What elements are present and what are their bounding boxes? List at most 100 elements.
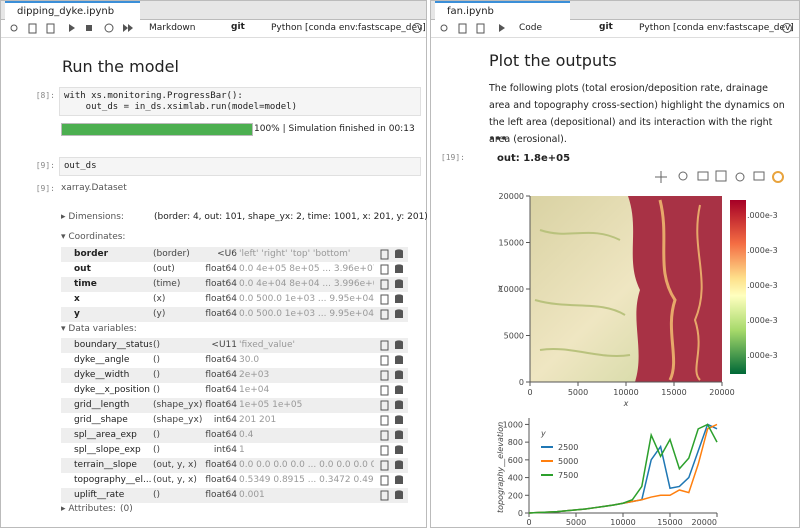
icons[interactable]	[379, 399, 407, 411]
row-icons[interactable]	[379, 474, 407, 486]
heatmap-image	[530, 196, 722, 382]
icons[interactable]	[379, 354, 407, 366]
tab-title[interactable]: fan.ipynb	[447, 6, 494, 17]
variable-row: boundary__status() <U11'fixed_value'	[61, 338, 408, 353]
icons[interactable]	[379, 474, 407, 486]
kernel-name[interactable]: Python [conda env:fastscape_dev]	[271, 23, 426, 33]
name: boundary__status	[74, 340, 152, 350]
icons[interactable]	[379, 263, 407, 275]
git-button[interactable]: git	[231, 22, 245, 32]
section-label[interactable]: ▸ Attributes:	[61, 504, 116, 514]
row-icons[interactable]	[379, 308, 407, 320]
x-tick-label: 15000	[657, 518, 682, 527]
tab[interactable]: dipping_dyke.ipynb	[5, 1, 140, 21]
git-button[interactable]: git	[599, 22, 613, 32]
row-icons[interactable]	[379, 354, 407, 366]
code-cell[interactable]: out_ds	[59, 157, 421, 176]
y-tick-label: 200	[508, 491, 523, 500]
name: border	[74, 249, 109, 259]
section-label[interactable]: ▸ Dimensions:	[61, 212, 124, 222]
variable-row: topography__el... (out, y, x) float64 0.534…	[61, 473, 408, 488]
y-tick-label: 600	[508, 456, 523, 465]
dtype: float64	[205, 309, 237, 319]
code-cell[interactable]: with xs.monitoring.ProgressBar(): out_ds…	[59, 87, 421, 116]
label[interactable]: Attributes:	[68, 504, 116, 514]
x-tick-label: 10000	[613, 388, 638, 397]
dtype: float64	[205, 370, 237, 380]
icons[interactable]	[379, 369, 407, 381]
dims: (out, y, x)	[153, 460, 197, 470]
tab[interactable]: fan.ipynb	[435, 1, 570, 21]
row-icons[interactable]	[379, 399, 407, 411]
row-icons[interactable]	[379, 459, 407, 471]
icons[interactable]	[379, 278, 407, 290]
plot-toolbar[interactable]	[655, 170, 784, 183]
tab-bar: fan.ipynb	[431, 1, 799, 21]
preview: 'left' 'right' 'top' 'bottom'	[239, 249, 351, 259]
icons[interactable]	[379, 248, 407, 260]
name: grid__length	[74, 400, 130, 410]
section-label[interactable]: ▾ Data variables:	[61, 324, 137, 334]
dims: (border)	[153, 249, 190, 259]
name: uplift__rate	[74, 490, 125, 500]
attributes-count: (0)	[120, 504, 133, 514]
row-icons[interactable]	[379, 429, 407, 441]
row-icons[interactable]	[379, 293, 407, 305]
x-tick-label: 0	[526, 518, 531, 527]
row-icons[interactable]	[379, 489, 407, 501]
dimensions-text: (border: 4, out: 101, shape_yx: 2, time:…	[154, 212, 428, 222]
kernel-name[interactable]: Python [conda env:fastscape_dev]	[639, 23, 794, 33]
dataset-type: xarray.Dataset	[61, 183, 127, 193]
dims: (y)	[153, 309, 166, 319]
icons[interactable]	[379, 293, 407, 305]
label[interactable]: Coordinates:	[68, 232, 126, 242]
icons[interactable]	[379, 429, 407, 441]
dims: ()	[153, 490, 161, 500]
icons[interactable]	[379, 459, 407, 471]
variable-row: uplift__rate () float64 0.001	[61, 488, 408, 503]
row-icons[interactable]	[379, 414, 407, 426]
row-icons[interactable]	[379, 384, 407, 396]
icons[interactable]	[379, 444, 407, 456]
y-tick-label: 1000	[503, 420, 523, 429]
row-icons[interactable]	[379, 278, 407, 290]
dims: ()	[153, 430, 161, 440]
collapsed-indicator[interactable]	[489, 135, 509, 141]
icons[interactable]	[379, 339, 407, 351]
cell-type-select[interactable]: Markdown	[149, 23, 196, 33]
icons[interactable]	[379, 489, 407, 501]
row-icons[interactable]	[379, 339, 407, 351]
toolbar: Markdown git Python [conda env:fastscape…	[1, 20, 426, 38]
label[interactable]: Dimensions:	[68, 212, 124, 222]
colorbar-label: .000e-3	[747, 246, 778, 255]
icons[interactable]	[379, 414, 407, 426]
preview: 0.0 500.0 1e+03 ... 9.95e+04 1...	[239, 309, 374, 319]
icons[interactable]	[379, 308, 407, 320]
toolbar-icons[interactable]	[439, 20, 569, 37]
toolbar-icons[interactable]	[9, 20, 139, 37]
row-icons[interactable]	[379, 263, 407, 275]
colorbar-label: .000e-3	[747, 316, 778, 325]
variable-row: grid__length (shape_yx) float64 1e+05 1e+05	[61, 398, 408, 413]
dims: (out, y, x)	[153, 475, 197, 485]
dtype: int64	[213, 415, 237, 425]
icons[interactable]	[379, 384, 407, 396]
dtype: int64	[213, 445, 237, 455]
label[interactable]: Data variables:	[68, 324, 137, 334]
kernel-status	[782, 23, 792, 33]
section-label[interactable]: ▾ Coordinates:	[61, 232, 126, 242]
dims: ()	[153, 370, 161, 380]
prompt: [8]:	[35, 91, 55, 100]
name: topography__el...	[74, 475, 152, 485]
legend-label: 5000	[558, 457, 578, 466]
y-tick-label: 5000	[504, 332, 524, 341]
name: grid__shape	[74, 415, 128, 425]
tab-title[interactable]: dipping_dyke.ipynb	[17, 6, 115, 17]
preview: 2e+03	[239, 370, 270, 380]
row-icons[interactable]	[379, 444, 407, 456]
dtype: float64	[205, 264, 237, 274]
cell-type-select[interactable]: Code	[519, 23, 543, 33]
row-icons[interactable]	[379, 248, 407, 260]
row-icons[interactable]	[379, 369, 407, 381]
